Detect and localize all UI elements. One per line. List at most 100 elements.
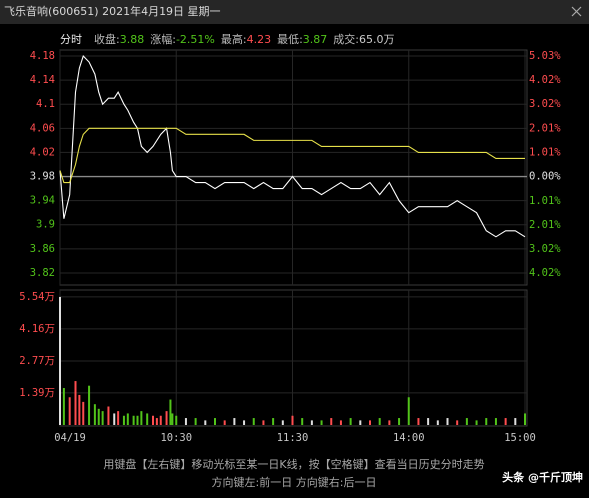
- volume-bar: [101, 411, 104, 425]
- stat-value: 65.0万: [359, 33, 395, 46]
- volume-bar: [465, 418, 468, 425]
- volume-bar: [68, 397, 71, 425]
- volume-bar: [514, 418, 517, 425]
- volume-bar: [223, 420, 226, 425]
- volume-bar: [243, 420, 246, 425]
- volume-bar: [159, 415, 162, 425]
- x-tick-label: 15:00: [504, 432, 536, 444]
- volume-bar: [194, 418, 197, 425]
- stat-value: 3.88: [120, 33, 145, 46]
- volume-bar: [184, 418, 187, 425]
- volume-bar: [214, 418, 216, 425]
- mode-label: 分时: [60, 33, 82, 46]
- volume-bar: [291, 415, 294, 425]
- y-tick-label: 5.54万: [19, 291, 55, 303]
- volume-bar: [155, 418, 158, 425]
- volume-bar: [117, 411, 120, 425]
- stat-label: 涨幅:: [150, 33, 176, 46]
- y-tick-label: 1.39万: [19, 387, 55, 399]
- y-tick-label: 3.86: [30, 243, 55, 255]
- volume-bar: [427, 418, 430, 425]
- y-tick-label: 4.06: [30, 122, 55, 134]
- volume-bar: [339, 420, 342, 425]
- volume-bar: [146, 413, 149, 425]
- stat-label: 最低:: [277, 33, 303, 46]
- footer-hint: 用键盘【左右键】移动光标至某一日K线，按【空格键】查看当日历史分时走势: [103, 457, 484, 471]
- y-tick-label: 4.02: [30, 146, 55, 158]
- volume-bar: [233, 418, 236, 425]
- x-tick-label: 04/19: [54, 432, 86, 444]
- volume-bar: [93, 404, 96, 425]
- volume-bar: [169, 399, 172, 425]
- volume-bar: [378, 418, 381, 425]
- volume-bar: [152, 415, 154, 425]
- volume-bar: [407, 397, 410, 425]
- y-tick-label: 2.77万: [19, 355, 55, 367]
- volume-bar: [398, 418, 401, 425]
- volume-bar: [281, 420, 284, 425]
- volume-bar: [456, 420, 459, 425]
- stat-label: 成交:: [333, 32, 359, 46]
- y2-tick-label: 1.01%: [529, 195, 561, 207]
- y-tick-label: 4.16万: [19, 323, 55, 335]
- volume-bar: [122, 415, 125, 425]
- volume-bar: [171, 413, 174, 425]
- average-line: [59, 127, 525, 184]
- volume-bar: [126, 413, 129, 425]
- stat-label: 收盘:: [94, 32, 120, 46]
- volume-bar: [97, 408, 100, 425]
- volume-bar: [310, 420, 313, 425]
- stat-value: -2.51%: [176, 33, 215, 46]
- y-tick-label: 4.18: [30, 50, 55, 62]
- stat-label: 最高:: [221, 32, 247, 46]
- volume-bar: [204, 420, 207, 425]
- info-row: 分时 收盘:3.88 涨幅:-2.51% 最高:4.23 最低:3.87 成交:65.0万: [60, 32, 395, 46]
- y-tick-label: 3.98: [30, 171, 55, 183]
- volume-bar: [136, 415, 139, 425]
- y2-tick-label: 4.02%: [529, 267, 561, 279]
- volume-bar: [113, 413, 116, 425]
- y2-tick-label: 3.02%: [529, 98, 561, 110]
- y-tick-label: 4.14: [30, 74, 55, 86]
- volume-bar: [359, 420, 362, 425]
- volume-bar: [494, 418, 497, 425]
- volume-bar: [446, 418, 449, 425]
- volume-bar: [262, 420, 265, 425]
- y2-tick-label: 4.02%: [529, 74, 561, 86]
- volume-bar: [388, 420, 391, 425]
- y2-tick-label: 5.03%: [529, 50, 561, 62]
- volume-bar: [78, 394, 81, 425]
- volume-bar: [62, 388, 65, 425]
- y-tick-label: 3.9: [36, 219, 55, 231]
- stat-value: 4.23: [247, 33, 272, 46]
- volume-bar: [107, 406, 110, 425]
- volume-bar: [475, 420, 478, 425]
- volume-bar: [349, 418, 352, 425]
- window-title: 飞乐音响(600651) 2021年4月19日 星期一: [4, 4, 221, 18]
- y-tick-label: 3.94: [30, 195, 55, 207]
- close-button[interactable]: [571, 6, 582, 17]
- volume-bar: [82, 401, 85, 425]
- x-tick-label: 10:30: [160, 432, 192, 444]
- y2-tick-label: 2.01%: [529, 219, 561, 231]
- price-line: [59, 54, 526, 238]
- volume-bar: [504, 418, 507, 425]
- y2-tick-label: 1.01%: [529, 146, 561, 158]
- volume-bar: [524, 413, 526, 425]
- volume-bar: [272, 418, 275, 425]
- volume-bar: [330, 418, 333, 425]
- y2-tick-label: 3.02%: [529, 243, 561, 255]
- volume-bar: [59, 296, 61, 425]
- x-tick-label: 14:00: [393, 432, 425, 444]
- volume-bar: [88, 385, 91, 425]
- volume-bar: [369, 420, 371, 425]
- volume-bar: [252, 418, 255, 425]
- volume-bar: [436, 420, 439, 425]
- volume-bar: [320, 420, 323, 425]
- volume-bar: [74, 381, 77, 425]
- volume-bar: [175, 415, 178, 425]
- title-bar: [0, 0, 589, 24]
- volume-bar: [165, 411, 168, 425]
